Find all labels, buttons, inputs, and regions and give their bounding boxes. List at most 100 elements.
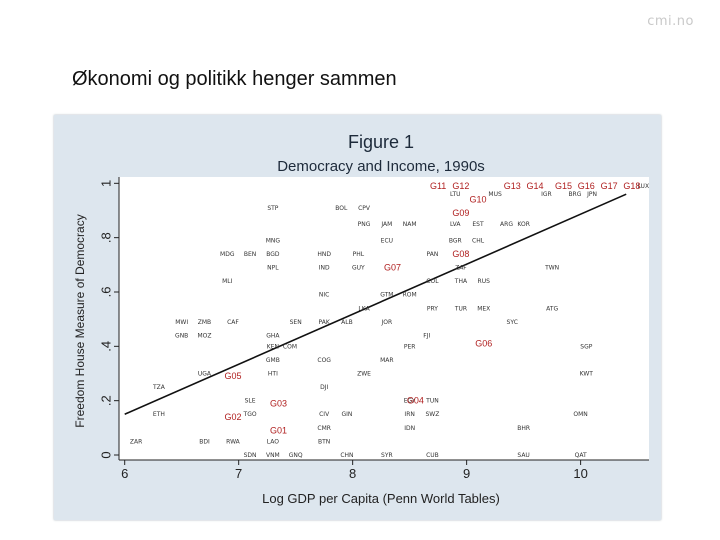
- country-label: CHN: [340, 452, 353, 459]
- country-label: MAR: [380, 357, 393, 364]
- country-label: UGA: [198, 370, 212, 377]
- x-tick-label: 6: [121, 466, 128, 481]
- country-label: BGD: [266, 251, 280, 258]
- country-label: MOZ: [197, 332, 211, 339]
- country-label: BHR: [517, 425, 530, 432]
- country-label: COM: [283, 343, 297, 350]
- x-tick-label: 7: [235, 466, 242, 481]
- x-tick-label: 8: [349, 466, 356, 481]
- country-label: PAN: [427, 251, 439, 258]
- country-label: EST: [472, 221, 484, 228]
- country-label: MNG: [266, 237, 281, 244]
- country-label: GMB: [266, 357, 280, 364]
- country-label: PER: [404, 343, 416, 350]
- group-label: G06: [475, 339, 492, 349]
- y-tick-label: .2: [98, 395, 113, 406]
- country-label: SLE: [245, 398, 256, 405]
- group-label: G05: [224, 371, 241, 381]
- group-label: G03: [270, 398, 287, 408]
- chart-marks: 6 7 8 9 10 0 .2 .4 .6 .8 1 LUX MUS IGR BRG JPN LTU STP BOL…: [98, 177, 649, 481]
- country-label: TZA: [152, 384, 166, 391]
- chart-title: Democracy and Income, 1990s: [277, 158, 485, 175]
- country-label: KEN: [267, 343, 279, 350]
- country-label: SDN: [244, 452, 257, 459]
- country-label: JAM: [380, 221, 392, 228]
- y-tick-label: .8: [98, 232, 113, 243]
- country-label: JPN: [586, 191, 597, 198]
- country-label: PHL: [353, 251, 365, 258]
- country-label: LAO: [267, 438, 279, 445]
- fit-line: [124, 193, 627, 415]
- country-label: BDI: [199, 438, 210, 445]
- country-label: OMN: [573, 411, 587, 418]
- country-label: STP: [267, 205, 278, 212]
- country-label: COG: [317, 357, 331, 364]
- country-label: LKA: [358, 305, 370, 312]
- country-label: ATG: [546, 305, 558, 312]
- country-label: ETH: [153, 411, 165, 418]
- country-label: SAU: [517, 452, 529, 459]
- group-label: G18: [623, 181, 640, 191]
- country-label: CIV: [319, 411, 330, 418]
- group-label: G02: [224, 412, 241, 422]
- country-label: ECU: [381, 237, 393, 244]
- x-tick-label: 9: [463, 466, 470, 481]
- country-label: VNM: [266, 452, 280, 459]
- figure-panel: Figure 1 Democracy and Income, 1990s Log…: [54, 115, 661, 520]
- country-label: MEX: [477, 305, 490, 312]
- country-label: LVA: [450, 221, 461, 228]
- country-label: IDN: [404, 425, 415, 432]
- country-label: IRN: [404, 411, 414, 418]
- country-label: BEN: [244, 251, 256, 258]
- country-label: ZAR: [130, 438, 142, 445]
- country-label: GTM: [380, 292, 393, 299]
- group-label: G12: [452, 181, 469, 191]
- country-label: SEN: [290, 319, 302, 326]
- country-label: CUB: [426, 452, 439, 459]
- country-label: MLI: [222, 278, 233, 285]
- country-label: GHA: [266, 332, 280, 339]
- y-tick-label: .4: [98, 341, 113, 352]
- country-label: GNQ: [289, 452, 303, 459]
- country-label: SYR: [381, 452, 393, 459]
- country-label: MDG: [220, 251, 235, 258]
- plot-area: [119, 177, 649, 460]
- country-label: SWZ: [426, 411, 440, 418]
- group-label: G09: [452, 208, 469, 218]
- y-tick-label: 0: [98, 451, 113, 458]
- country-label: PNG: [358, 221, 371, 228]
- country-label: ALB: [341, 319, 353, 326]
- country-label: TWN: [544, 265, 559, 272]
- group-label: G07: [384, 263, 401, 273]
- country-label: IGR: [541, 191, 552, 198]
- group-label: G01: [270, 426, 287, 436]
- country-label: KWT: [580, 370, 594, 377]
- figure-label: Figure 1: [348, 132, 414, 152]
- country-label: LUX: [638, 183, 650, 190]
- country-label: RWA: [226, 438, 241, 445]
- group-label: G16: [578, 181, 595, 191]
- group-label: G13: [504, 181, 521, 191]
- country-label: NIC: [319, 292, 329, 299]
- country-label: MWI: [175, 319, 188, 326]
- country-label: MUS: [488, 191, 502, 198]
- country-label: PRY: [427, 305, 438, 312]
- country-label: ARG: [500, 221, 513, 228]
- country-label: FJI: [423, 332, 430, 339]
- country-label: GNB: [175, 332, 188, 339]
- country-label: HTI: [268, 370, 278, 377]
- country-label: BOL: [335, 205, 348, 212]
- country-label: TUR: [454, 305, 467, 312]
- country-label: THA: [454, 278, 468, 285]
- country-label: PAK: [319, 319, 331, 326]
- group-label: G14: [527, 181, 544, 191]
- group-label: G11: [430, 181, 446, 191]
- country-label: LTU: [450, 191, 461, 198]
- country-label: HND: [317, 251, 331, 258]
- country-label: BRG: [568, 191, 581, 198]
- slide-title: Økonomi og politikk henger sammen: [72, 68, 397, 90]
- group-label: G08: [452, 249, 469, 259]
- country-label: GIN: [341, 411, 352, 418]
- country-label: BTN: [318, 438, 330, 445]
- country-label: CHL: [472, 237, 485, 244]
